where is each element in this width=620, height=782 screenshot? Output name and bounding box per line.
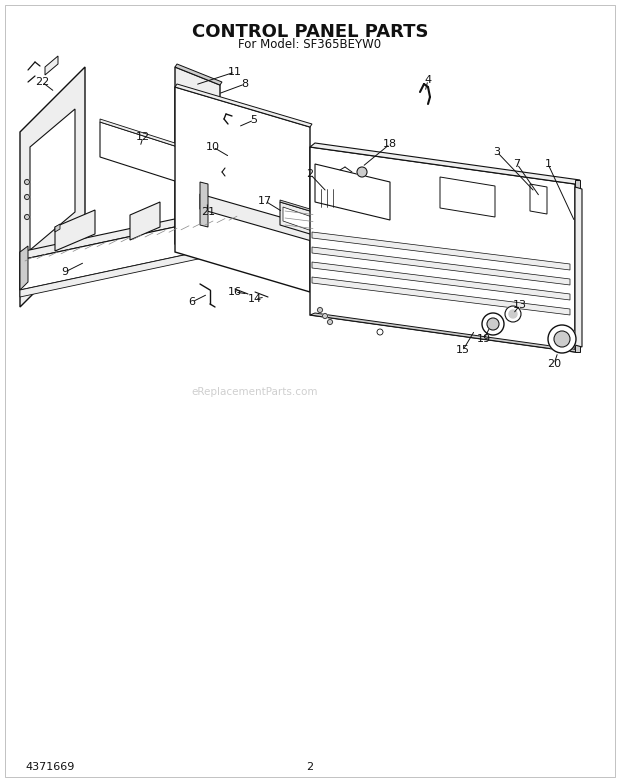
Polygon shape xyxy=(575,180,580,352)
Circle shape xyxy=(25,214,30,220)
Text: 6: 6 xyxy=(188,297,195,307)
Text: 12: 12 xyxy=(136,132,150,142)
Circle shape xyxy=(327,320,332,325)
Text: 10: 10 xyxy=(206,142,220,152)
Text: 4: 4 xyxy=(425,75,432,85)
Text: 16: 16 xyxy=(228,287,242,297)
Polygon shape xyxy=(315,164,390,220)
Text: 19: 19 xyxy=(477,334,491,344)
Text: 1: 1 xyxy=(544,159,552,169)
Text: 11: 11 xyxy=(228,67,242,77)
Polygon shape xyxy=(55,224,60,232)
Polygon shape xyxy=(45,56,58,75)
Polygon shape xyxy=(20,212,245,290)
Polygon shape xyxy=(225,147,235,172)
Circle shape xyxy=(482,313,504,335)
Polygon shape xyxy=(310,147,575,352)
Circle shape xyxy=(25,180,30,185)
Text: 9: 9 xyxy=(61,267,69,277)
Polygon shape xyxy=(175,64,222,85)
Circle shape xyxy=(377,329,383,335)
Polygon shape xyxy=(280,200,320,214)
Polygon shape xyxy=(317,179,340,189)
Circle shape xyxy=(357,167,367,177)
Text: CONTROL PANEL PARTS: CONTROL PANEL PARTS xyxy=(192,23,428,41)
Polygon shape xyxy=(310,143,580,184)
Text: 3: 3 xyxy=(494,147,500,157)
Circle shape xyxy=(509,310,517,318)
Polygon shape xyxy=(317,182,340,214)
Circle shape xyxy=(548,325,576,353)
Polygon shape xyxy=(310,313,580,352)
Text: 8: 8 xyxy=(241,79,249,89)
Polygon shape xyxy=(283,207,315,232)
Text: 5: 5 xyxy=(250,115,257,125)
Polygon shape xyxy=(312,247,570,285)
Polygon shape xyxy=(55,210,95,251)
Polygon shape xyxy=(312,277,570,315)
Polygon shape xyxy=(228,124,238,164)
Circle shape xyxy=(487,318,499,330)
Circle shape xyxy=(505,306,521,322)
Circle shape xyxy=(322,314,327,318)
Circle shape xyxy=(25,195,30,199)
Polygon shape xyxy=(130,202,160,240)
Text: 7: 7 xyxy=(513,159,521,169)
Circle shape xyxy=(554,331,570,347)
Polygon shape xyxy=(312,232,570,270)
Polygon shape xyxy=(20,246,28,290)
Polygon shape xyxy=(175,87,310,292)
Text: 13: 13 xyxy=(513,300,527,310)
Polygon shape xyxy=(20,242,245,297)
Text: 15: 15 xyxy=(456,345,470,355)
Text: 21: 21 xyxy=(201,207,215,217)
Polygon shape xyxy=(352,164,370,184)
Polygon shape xyxy=(575,187,582,347)
Polygon shape xyxy=(440,177,495,217)
Polygon shape xyxy=(530,184,547,214)
Polygon shape xyxy=(280,202,320,237)
Polygon shape xyxy=(200,182,208,227)
Polygon shape xyxy=(312,262,570,300)
Polygon shape xyxy=(20,67,85,307)
Polygon shape xyxy=(175,84,312,127)
Text: 14: 14 xyxy=(248,294,262,304)
Text: 18: 18 xyxy=(383,139,397,149)
Polygon shape xyxy=(30,109,75,250)
Text: For Model: SF365BEYW0: For Model: SF365BEYW0 xyxy=(239,38,381,52)
Polygon shape xyxy=(20,204,245,260)
Circle shape xyxy=(317,307,322,313)
Polygon shape xyxy=(100,119,178,147)
Polygon shape xyxy=(200,194,315,242)
Polygon shape xyxy=(100,122,178,182)
Polygon shape xyxy=(352,161,370,169)
Text: 20: 20 xyxy=(547,359,561,369)
Text: 4371669: 4371669 xyxy=(25,762,74,772)
Polygon shape xyxy=(175,67,220,262)
Text: 17: 17 xyxy=(258,196,272,206)
Text: 22: 22 xyxy=(35,77,49,87)
Text: 2: 2 xyxy=(306,762,314,772)
Text: eReplacementParts.com: eReplacementParts.com xyxy=(192,387,318,397)
Text: 2: 2 xyxy=(306,169,314,179)
